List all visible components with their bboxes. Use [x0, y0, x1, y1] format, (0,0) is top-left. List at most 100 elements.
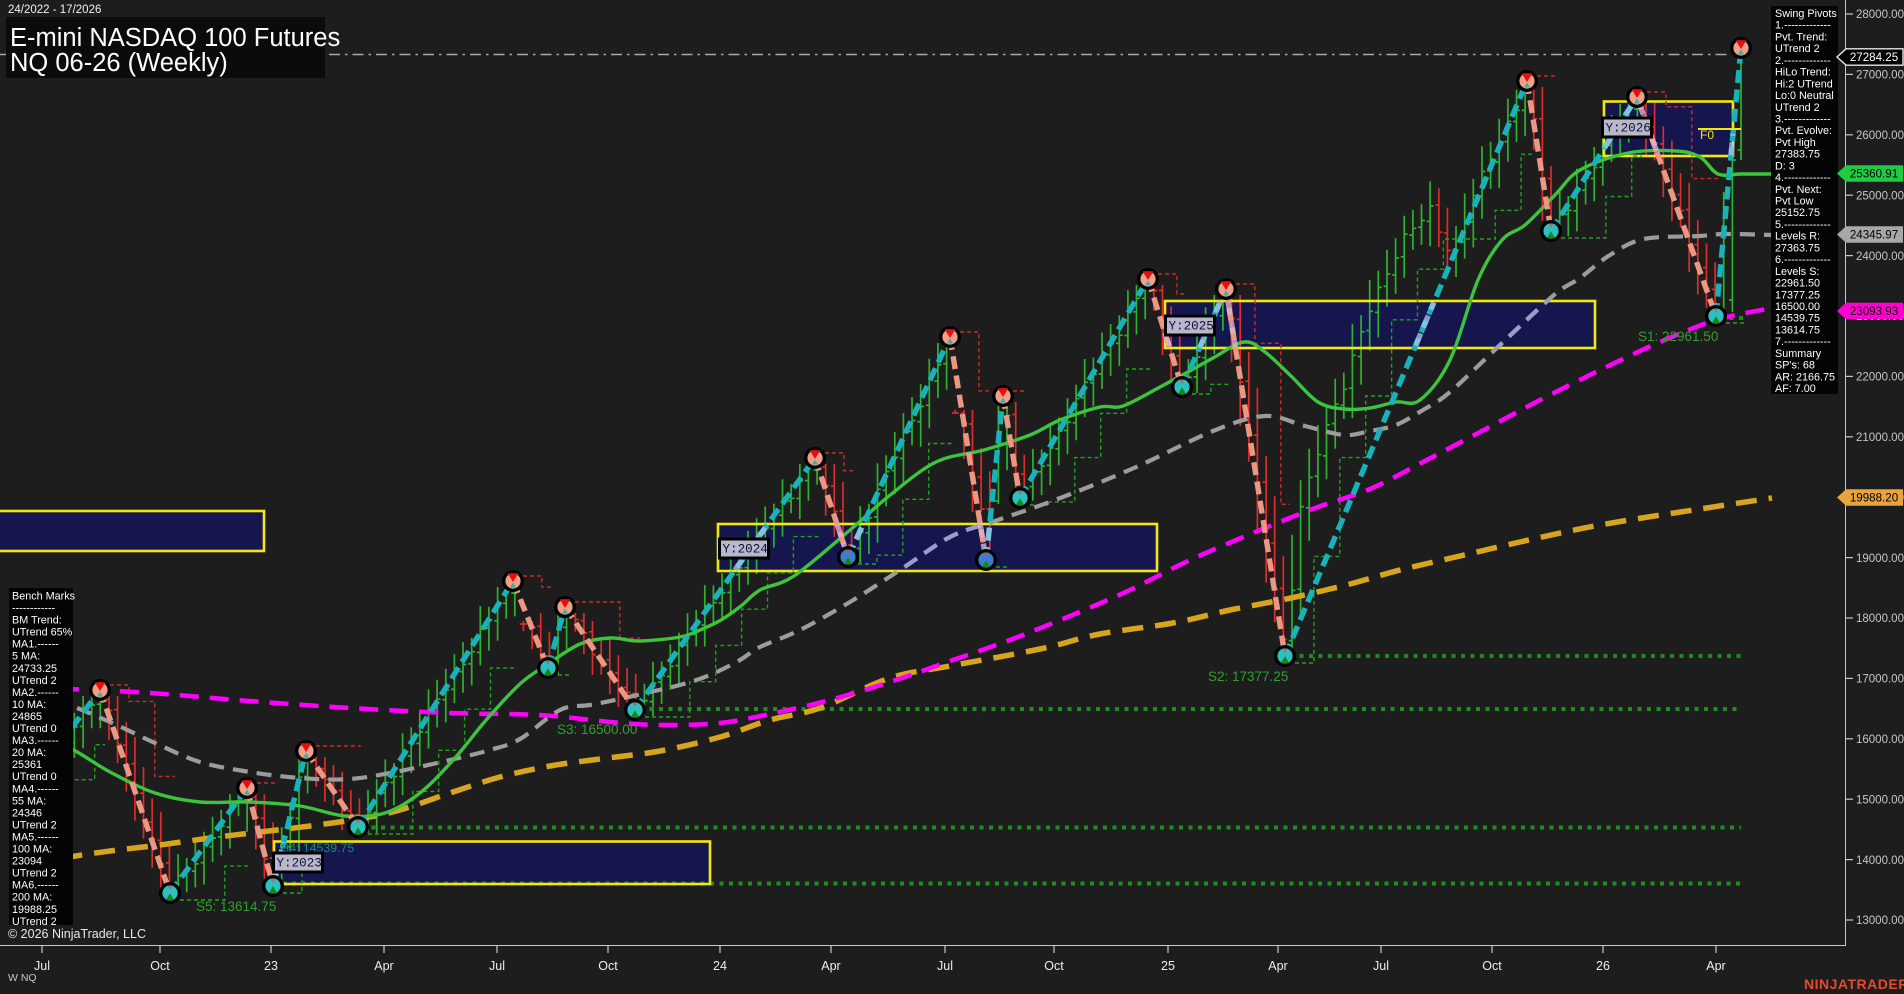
svg-text:Y:2025: Y:2025: [1169, 320, 1214, 334]
svg-text:16000.00: 16000.00: [1856, 734, 1904, 746]
svg-text:14000.00: 14000.00: [1856, 855, 1904, 867]
svg-text:27383.75: 27383.75: [1775, 149, 1820, 161]
svg-text:W NQ: W NQ: [8, 972, 37, 984]
svg-text:5 MA:: 5 MA:: [12, 651, 40, 663]
svg-text:------------: ------------: [12, 603, 56, 615]
svg-text:Lo:0 Neutral: Lo:0 Neutral: [1775, 90, 1834, 102]
svg-text:18000.00: 18000.00: [1856, 613, 1904, 625]
svg-text:4.-------------: 4.-------------: [1775, 172, 1831, 184]
svg-text:MA3.------: MA3.------: [12, 735, 59, 747]
svg-text:MA1.------: MA1.------: [12, 639, 59, 651]
svg-text:10 MA:: 10 MA:: [12, 699, 46, 711]
svg-text:SP's: 68: SP's: 68: [1775, 360, 1815, 372]
svg-text:24/2022 - 17/2026: 24/2022 - 17/2026: [8, 4, 101, 16]
svg-text:Jul: Jul: [937, 959, 953, 973]
svg-text:19988.25: 19988.25: [12, 904, 57, 916]
svg-text:MA4.------: MA4.------: [12, 783, 59, 795]
svg-text:UTrend 2: UTrend 2: [12, 675, 57, 687]
svg-text:Pvt. Next:: Pvt. Next:: [1775, 184, 1822, 196]
svg-text:27363.75: 27363.75: [1775, 242, 1820, 254]
svg-text:MA2.------: MA2.------: [12, 687, 59, 699]
svg-text:21000.00: 21000.00: [1856, 432, 1904, 444]
svg-text:23: 23: [264, 959, 278, 973]
svg-text:Oct: Oct: [1482, 959, 1502, 973]
svg-text:Oct: Oct: [1044, 959, 1064, 973]
svg-text:UTrend 2: UTrend 2: [12, 819, 57, 831]
svg-text:S1: 22961.50: S1: 22961.50: [1638, 329, 1718, 344]
svg-text:Pvt. Trend:: Pvt. Trend:: [1775, 31, 1827, 43]
svg-text:24: 24: [713, 959, 727, 973]
svg-text:24000.00: 24000.00: [1856, 251, 1904, 263]
svg-text:19000.00: 19000.00: [1856, 553, 1904, 565]
svg-text:26000.00: 26000.00: [1856, 130, 1904, 142]
svg-text:Jul: Jul: [489, 959, 505, 973]
svg-text:17377.25: 17377.25: [1775, 289, 1820, 301]
svg-text:NINJATRADER: NINJATRADER: [1804, 976, 1904, 992]
svg-text:55 MA:: 55 MA:: [12, 795, 46, 807]
svg-text:Jul: Jul: [1373, 959, 1389, 973]
svg-text:MA5.------: MA5.------: [12, 832, 59, 844]
svg-text:5.-------------: 5.-------------: [1775, 219, 1831, 231]
svg-text:Apr: Apr: [821, 959, 840, 973]
svg-text:AF: 7.00: AF: 7.00: [1775, 383, 1816, 395]
svg-text:27000.00: 27000.00: [1856, 70, 1904, 82]
svg-text:200 MA:: 200 MA:: [12, 892, 52, 904]
svg-text:Pvt Low: Pvt Low: [1775, 196, 1814, 208]
svg-text:Y:2024: Y:2024: [723, 543, 768, 557]
svg-text:© 2026 NinjaTrader, LLC: © 2026 NinjaTrader, LLC: [8, 927, 146, 941]
svg-text:24346: 24346: [12, 807, 42, 819]
svg-text:25: 25: [1161, 959, 1175, 973]
svg-text:100 MA:: 100 MA:: [12, 844, 52, 856]
svg-text:E-mini NASDAQ 100 Futures: E-mini NASDAQ 100 Futures: [10, 24, 340, 52]
svg-text:HiLo Trend:: HiLo Trend:: [1775, 67, 1831, 79]
svg-text:2.-------------: 2.-------------: [1775, 55, 1831, 67]
svg-text:D: 3: D: 3: [1775, 160, 1795, 172]
svg-text:Apr: Apr: [1706, 959, 1725, 973]
svg-text:Levels S:: Levels S:: [1775, 266, 1819, 278]
svg-text:22000.00: 22000.00: [1856, 372, 1904, 384]
svg-text:Levels R:: Levels R:: [1775, 231, 1820, 243]
svg-text:6.-------------: 6.-------------: [1775, 254, 1831, 266]
svg-text:Pvt High: Pvt High: [1775, 137, 1816, 149]
svg-text:24733.25: 24733.25: [12, 663, 57, 675]
svg-text:S5: 13614.75: S5: 13614.75: [196, 899, 276, 914]
svg-text:Summary: Summary: [1775, 348, 1822, 360]
svg-text:Bench Marks: Bench Marks: [12, 591, 76, 603]
svg-text:25361: 25361: [12, 759, 42, 771]
svg-text:UTrend 65%: UTrend 65%: [12, 627, 73, 639]
svg-text:AR: 2166.75: AR: 2166.75: [1775, 371, 1835, 383]
svg-text:24345.97: 24345.97: [1850, 229, 1898, 242]
svg-text:22961.50: 22961.50: [1775, 278, 1820, 290]
svg-text:UTrend 2: UTrend 2: [12, 868, 57, 880]
svg-text:14539.75: 14539.75: [1775, 313, 1820, 325]
svg-text:Pvt. Evolve:: Pvt. Evolve:: [1775, 125, 1832, 137]
svg-text:NQ 06-26 (Weekly): NQ 06-26 (Weekly): [10, 49, 228, 77]
svg-text:S2: 17377.25: S2: 17377.25: [1208, 669, 1288, 684]
svg-text:Jul: Jul: [34, 959, 50, 973]
svg-text:17000.00: 17000.00: [1856, 674, 1904, 686]
svg-text:23093.93: 23093.93: [1850, 305, 1898, 318]
svg-text:F0: F0: [1700, 128, 1714, 142]
svg-text:S3: 16500.00: S3: 16500.00: [557, 722, 637, 737]
svg-text:15000.00: 15000.00: [1856, 794, 1904, 806]
svg-text:27284.25: 27284.25: [1850, 51, 1898, 64]
svg-text:13000.00: 13000.00: [1856, 915, 1904, 927]
svg-text:Y:2023: Y:2023: [277, 857, 322, 871]
svg-text:BM Trend:: BM Trend:: [12, 615, 62, 627]
svg-text:7.-------------: 7.-------------: [1775, 336, 1831, 348]
svg-text:UTrend 0: UTrend 0: [12, 723, 57, 735]
svg-text:13614.75: 13614.75: [1775, 324, 1820, 336]
svg-text:25360.91: 25360.91: [1850, 168, 1898, 181]
svg-text:Apr: Apr: [1268, 959, 1287, 973]
svg-text:28000.00: 28000.00: [1856, 9, 1904, 21]
svg-text:UTrend 2: UTrend 2: [12, 916, 57, 928]
svg-text:23094: 23094: [12, 856, 42, 868]
svg-text:16500.00: 16500.00: [1775, 301, 1820, 313]
svg-text:Apr: Apr: [374, 959, 393, 973]
svg-text:UTrend 0: UTrend 0: [12, 771, 57, 783]
svg-text:Oct: Oct: [150, 959, 170, 973]
svg-text:Hi:2 UTrend: Hi:2 UTrend: [1775, 78, 1833, 90]
svg-text:24865: 24865: [12, 711, 42, 723]
svg-text:Y:2026: Y:2026: [1606, 122, 1651, 136]
svg-text:19988.20: 19988.20: [1850, 492, 1898, 505]
